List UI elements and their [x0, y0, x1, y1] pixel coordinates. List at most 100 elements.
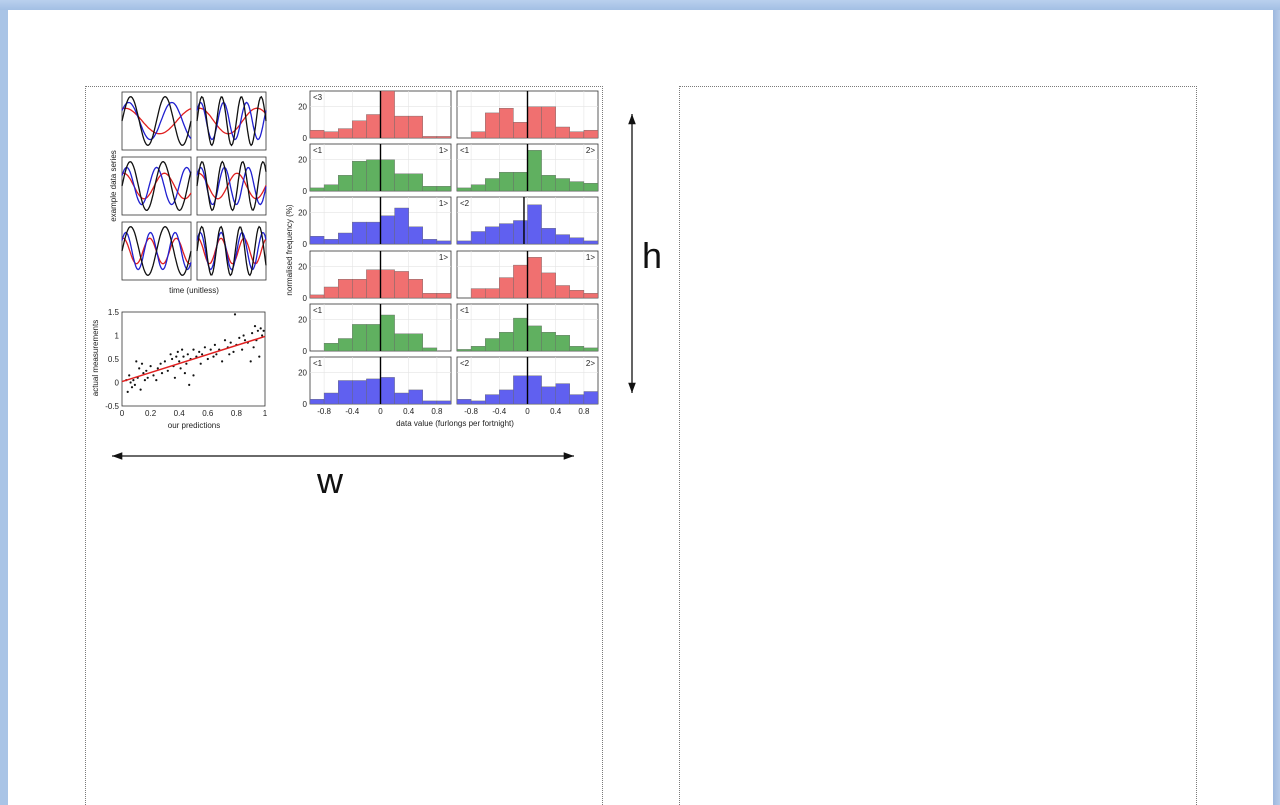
- histogram-ytick: 0: [303, 294, 308, 303]
- histogram-bar: [470, 131, 486, 139]
- series-line-blue: [121, 101, 192, 141]
- histogram-bar: [323, 131, 339, 139]
- histogram-bar: [436, 136, 452, 139]
- scatter-point: [175, 355, 178, 358]
- scatter-point: [259, 327, 262, 330]
- scatter-point: [173, 376, 176, 379]
- histogram-bar: [470, 184, 486, 192]
- series-line-black: [121, 226, 192, 276]
- scatter-point: [233, 313, 237, 316]
- scatter-point: [261, 334, 264, 337]
- histogram-bar: [513, 264, 528, 299]
- histogram-bar: [394, 333, 409, 352]
- scatter-point: [166, 369, 169, 372]
- scatter-point: [229, 341, 232, 344]
- scatter-point: [163, 360, 166, 363]
- histogram-bar: [436, 186, 452, 192]
- scatter-xlabel: our predictions: [168, 421, 220, 430]
- scatter-point: [145, 369, 148, 372]
- histogram-bar: [555, 126, 571, 139]
- histogram-bar: [436, 293, 452, 299]
- width-dimension-arrow-head: [112, 452, 123, 460]
- histogram-ytick: 0: [303, 240, 308, 249]
- scatter-ytick: 0.5: [108, 355, 120, 364]
- histogram-ytick: 20: [298, 209, 307, 218]
- width-dimension-arrow-head: [563, 452, 574, 460]
- scatter-xtick: 0.2: [145, 409, 157, 418]
- scatter-point: [215, 353, 218, 356]
- histogram-bar: [323, 343, 339, 352]
- height-dimension-arrow-head: [628, 114, 636, 125]
- histogram-bar: [408, 279, 424, 299]
- histogram-bar: [309, 235, 325, 245]
- histogram-right-count: 2>: [586, 359, 595, 368]
- histogram-bar: [436, 400, 452, 405]
- histogram-left-count: <1: [460, 306, 470, 315]
- histogram-bar: [380, 377, 395, 405]
- histogram-bar: [352, 160, 367, 192]
- histogram-bar: [555, 383, 571, 405]
- histogram-bar: [352, 120, 367, 139]
- histogram-bar: [380, 269, 395, 299]
- scatter-point: [253, 325, 257, 328]
- histogram-bar: [485, 226, 500, 245]
- histogram-ylabel: normalised frequency (%): [285, 204, 294, 295]
- scatter-fit-line: [121, 335, 266, 383]
- histogram-bar: [309, 294, 325, 299]
- scatter-point: [242, 334, 245, 337]
- histogram-bar: [323, 239, 339, 245]
- scatter-ytick: 1.5: [108, 308, 120, 317]
- scatter-point: [249, 360, 252, 363]
- histogram-bar: [394, 271, 409, 299]
- histogram-bar: [309, 399, 325, 405]
- scatter-point: [129, 381, 132, 384]
- histogram-bar: [569, 290, 585, 299]
- histogram-bar: [408, 115, 424, 139]
- histogram-bar: [499, 107, 514, 139]
- histogram-ytick: 20: [298, 369, 307, 378]
- histogram-bar: [338, 380, 353, 405]
- scatter-point: [221, 360, 224, 363]
- histogram-bar: [408, 389, 424, 405]
- histogram-bar: [394, 173, 409, 192]
- scatter-xtick: 1: [263, 409, 268, 418]
- histogram-bar: [380, 90, 395, 139]
- histogram-bar: [569, 131, 585, 139]
- histogram-bar: [513, 317, 528, 352]
- scatter-point: [223, 339, 227, 342]
- histogram-bar: [485, 394, 500, 405]
- histogram-bar: [422, 293, 438, 299]
- histogram-right-count: 1>: [586, 253, 595, 262]
- scatter-point: [201, 353, 204, 356]
- scatter-point: [159, 362, 162, 365]
- histogram-bar: [422, 136, 438, 139]
- scatter-point: [192, 374, 195, 377]
- scatter-point: [179, 367, 182, 370]
- histogram-bar: [366, 159, 381, 192]
- histogram-bar: [456, 399, 472, 405]
- series-ylabel: example data series: [109, 150, 118, 222]
- histogram-bar: [513, 122, 528, 139]
- scatter-point: [206, 357, 209, 361]
- histogram-bar: [485, 338, 500, 352]
- scatter-xtick: 0.6: [202, 409, 214, 418]
- page-right[interactable]: [679, 86, 1197, 805]
- histogram-bar: [569, 181, 585, 192]
- scatter-point: [256, 329, 259, 332]
- scatter-xtick: 0.8: [231, 409, 243, 418]
- histogram-bar: [513, 171, 528, 192]
- histogram-ytick: 0: [303, 400, 308, 409]
- histogram-ytick: 0: [303, 134, 308, 143]
- histogram-bar: [527, 150, 542, 192]
- scatter-ytick: 1: [115, 332, 120, 341]
- histogram-right-count: 1>: [439, 253, 448, 262]
- histogram-bar: [338, 232, 353, 245]
- histogram-bar: [338, 338, 353, 352]
- series-line-black: [196, 225, 267, 277]
- scatter-point: [160, 372, 164, 375]
- scatter-point: [143, 379, 146, 382]
- scatter-ytick: 0: [115, 379, 120, 388]
- histogram-bar: [583, 182, 599, 192]
- histogram-left-count: <1: [313, 359, 323, 368]
- series-line-black: [121, 96, 192, 146]
